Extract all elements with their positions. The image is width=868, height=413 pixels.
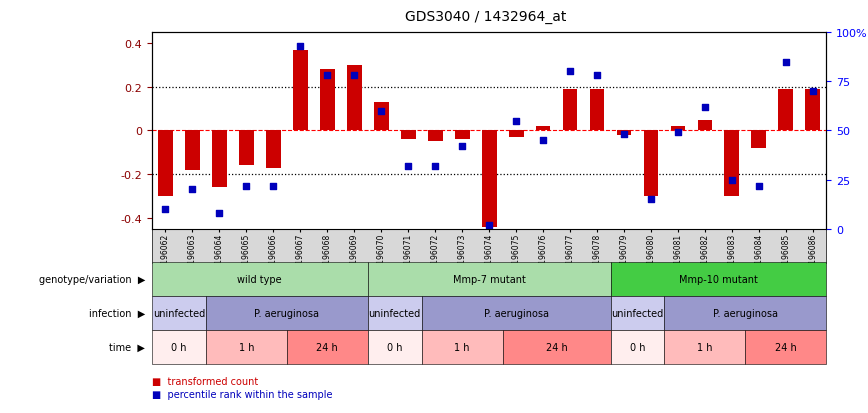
Text: P. aeruginosa: P. aeruginosa xyxy=(713,308,778,318)
Text: P. aeruginosa: P. aeruginosa xyxy=(254,308,319,318)
Bar xyxy=(158,131,173,197)
Point xyxy=(671,130,685,136)
Bar xyxy=(319,70,335,131)
Text: uninfected: uninfected xyxy=(611,308,664,318)
Bar xyxy=(536,127,550,131)
Bar xyxy=(752,131,766,149)
Text: Mmp-7 mutant: Mmp-7 mutant xyxy=(453,274,525,284)
Point xyxy=(806,89,819,95)
Point xyxy=(186,187,200,193)
Text: uninfected: uninfected xyxy=(153,308,205,318)
Point xyxy=(510,118,523,125)
Bar xyxy=(482,131,496,227)
Text: 0 h: 0 h xyxy=(387,342,403,352)
Text: 24 h: 24 h xyxy=(546,342,568,352)
Text: 0 h: 0 h xyxy=(630,342,645,352)
Bar xyxy=(616,131,631,135)
Text: genotype/variation  ▶: genotype/variation ▶ xyxy=(38,274,145,284)
Bar xyxy=(643,131,659,197)
Point xyxy=(483,222,496,229)
Bar xyxy=(589,90,604,131)
Text: time  ▶: time ▶ xyxy=(109,342,145,352)
Bar xyxy=(509,131,523,138)
Text: uninfected: uninfected xyxy=(369,308,421,318)
Bar xyxy=(562,90,577,131)
Point xyxy=(293,43,307,50)
Point xyxy=(347,73,361,79)
Text: Mmp-10 mutant: Mmp-10 mutant xyxy=(679,274,758,284)
Bar xyxy=(671,127,686,131)
Bar xyxy=(428,131,443,142)
Text: 1 h: 1 h xyxy=(697,342,713,352)
Point xyxy=(590,73,604,79)
Bar xyxy=(779,90,793,131)
Text: 24 h: 24 h xyxy=(316,342,339,352)
Point xyxy=(401,163,415,170)
Point xyxy=(240,183,253,189)
Text: 24 h: 24 h xyxy=(775,342,797,352)
Text: P. aeruginosa: P. aeruginosa xyxy=(483,308,549,318)
Point xyxy=(563,69,577,76)
Text: wild type: wild type xyxy=(238,274,282,284)
Bar xyxy=(401,131,416,140)
Bar xyxy=(698,120,713,131)
Point xyxy=(213,210,227,217)
Text: ■  percentile rank within the sample: ■ percentile rank within the sample xyxy=(152,389,332,399)
Bar xyxy=(806,90,820,131)
Point xyxy=(159,206,173,213)
Text: 1 h: 1 h xyxy=(454,342,470,352)
Bar xyxy=(212,131,227,188)
Text: infection  ▶: infection ▶ xyxy=(89,308,145,318)
Point xyxy=(698,104,712,111)
Bar xyxy=(374,103,389,131)
Point xyxy=(536,138,550,144)
Text: ■  transformed count: ■ transformed count xyxy=(152,376,258,386)
Point xyxy=(320,73,334,79)
Bar xyxy=(455,131,470,140)
Point xyxy=(374,108,388,115)
Point xyxy=(266,183,280,189)
Text: 0 h: 0 h xyxy=(171,342,187,352)
Bar xyxy=(725,131,740,197)
Point xyxy=(644,197,658,203)
Point xyxy=(779,59,792,66)
Bar xyxy=(293,50,307,131)
Text: 1 h: 1 h xyxy=(239,342,254,352)
Bar xyxy=(347,66,362,131)
Bar xyxy=(239,131,253,166)
Point xyxy=(455,143,469,150)
Bar xyxy=(185,131,200,170)
Point xyxy=(752,183,766,189)
Text: GDS3040 / 1432964_at: GDS3040 / 1432964_at xyxy=(405,10,567,24)
Point xyxy=(428,163,442,170)
Bar xyxy=(266,131,280,168)
Point xyxy=(617,132,631,138)
Point xyxy=(725,177,739,183)
